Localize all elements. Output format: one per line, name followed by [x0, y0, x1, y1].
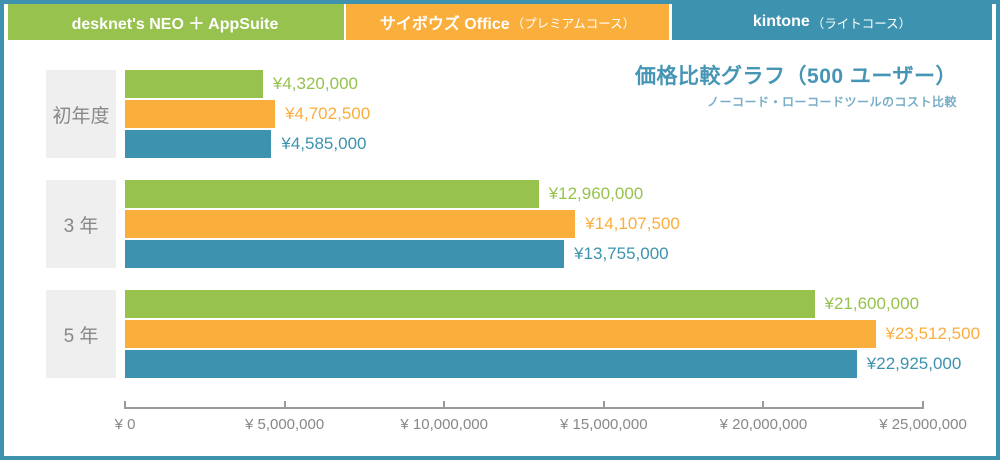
bar-value-label: ¥22,925,000: [866, 354, 962, 373]
legend-label: desknet's NEO ＋ AppSuite: [71, 16, 279, 33]
x-axis-tick: [443, 401, 446, 409]
x-axis-tick-label: ¥ 10,000,000: [400, 416, 488, 433]
bar-value-label: ¥14,107,500: [585, 214, 680, 233]
legend-label: kintone: [752, 13, 810, 30]
bar-series1-cat2: [125, 320, 876, 348]
bar-value-label: ¥4,702,500: [285, 104, 371, 123]
bar-value-label: ¥23,512,500: [885, 324, 981, 343]
bar-value-label: ¥12,960,000: [548, 184, 644, 203]
category-label-2: 5 年: [46, 290, 116, 378]
bar-series1-cat1: [125, 210, 576, 238]
bar-row: ¥4,702,500: [125, 100, 370, 128]
x-axis-tick-label: ¥ 20,000,000: [719, 416, 808, 433]
bar-row: ¥23,512,500: [125, 320, 980, 348]
bar-series0-cat1: [125, 180, 539, 208]
x-axis-tick: [922, 401, 924, 409]
x-axis-tick-label: ¥ 0: [114, 416, 136, 433]
legend-label: サイボウズ Office: [379, 16, 510, 33]
bar-row: ¥21,600,000: [125, 290, 919, 318]
bar-series1-cat0: [125, 100, 276, 128]
x-axis-tick-label: ¥ 25,000,000: [879, 416, 967, 433]
bar-value-label: ¥13,755,000: [574, 244, 669, 263]
bar-series2-cat1: [125, 240, 565, 268]
x-axis-tick-label: ¥ 5,000,000: [244, 416, 325, 433]
category-label-0: 初年度: [46, 70, 116, 158]
title-block: 価格比較グラフ（500 ユーザー） ノーコード・ローコードツールのコスト比較: [635, 60, 957, 110]
bar-value-label: ¥21,600,000: [824, 294, 920, 313]
x-axis-tick-label: ¥ 15,000,000: [560, 416, 648, 433]
bar-series0-cat0: [125, 70, 263, 98]
bar-row: ¥4,585,000: [125, 130, 366, 158]
bar-series2-cat2: [125, 350, 857, 378]
chart-title: 価格比較グラフ（500 ユーザー）: [635, 65, 957, 88]
bar-series2-cat0: [125, 130, 272, 158]
legend-item-desknets: desknet's NEO ＋ AppSuite: [8, 4, 344, 40]
x-axis-tick: [124, 401, 126, 409]
bar-value-label: ¥4,585,000: [281, 134, 367, 153]
legend-plan-label: （プレミアムコース）: [511, 16, 636, 31]
x-axis-tick: [602, 401, 605, 409]
x-axis-tick: [762, 401, 765, 409]
bar-value-label: ¥4,320,000: [272, 74, 358, 93]
legend-plan-label: （ライトコース）: [811, 16, 912, 31]
x-axis-tick: [283, 401, 286, 409]
bar-row: ¥14,107,500: [125, 210, 680, 238]
bar-row: ¥22,925,000: [125, 350, 961, 378]
legend-item-cybozu-office: サイボウズ Office （プレミアムコース）: [346, 4, 669, 40]
category-label-1: 3 年: [46, 180, 116, 268]
bar-series0-cat2: [125, 290, 815, 318]
bar-row: ¥4,320,000: [125, 70, 358, 98]
bar-row: ¥12,960,000: [125, 180, 643, 208]
legend-item-kintone: kintone （ライトコース）: [672, 4, 992, 40]
bar-row: ¥13,755,000: [125, 240, 669, 268]
chart-subtitle: ノーコード・ローコードツールのコスト比較: [706, 95, 957, 109]
x-axis-line: [125, 407, 923, 409]
